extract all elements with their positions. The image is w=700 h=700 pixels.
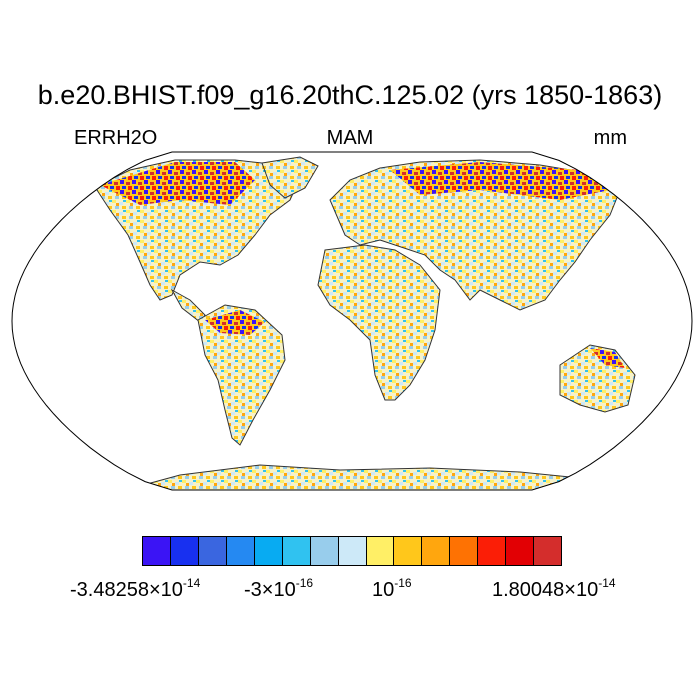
season-label: MAM — [326, 127, 374, 149]
colorbar-box — [450, 537, 479, 565]
south-america — [197, 304, 286, 446]
colorbar-label-mid: 10-16 — [372, 576, 412, 601]
colorbar-box — [226, 537, 255, 565]
units-label: mm — [593, 127, 627, 149]
colorbar-box — [170, 537, 199, 565]
land-masses — [94, 156, 651, 490]
map-boundary — [11, 151, 693, 491]
high-variance-regions — [100, 162, 625, 368]
colorbar-box — [198, 537, 227, 565]
colorbar-box — [282, 537, 311, 565]
colorbar-box — [254, 537, 283, 565]
colorbar-box — [506, 537, 535, 565]
colorbar-box — [478, 537, 507, 565]
africa — [317, 244, 441, 401]
variable-name: ERRH2O — [74, 127, 158, 149]
colorbar-label-max: 1.80048×10-14 — [492, 576, 616, 601]
greenland — [261, 156, 319, 199]
colorbar — [142, 536, 562, 566]
plot-title: b.e20.BHIST.f09_g16.20thC.125.02 (yrs 18… — [37, 80, 663, 110]
colorbar-box — [338, 537, 367, 565]
colorbar-label-min: -3.48258×10-14 — [70, 576, 201, 601]
colorbar-box — [422, 537, 451, 565]
colorbar-box — [534, 537, 562, 565]
colorbar-box — [310, 537, 339, 565]
colorbar-box — [394, 537, 423, 565]
central-america — [170, 288, 206, 323]
colorbar-label-low: -3×10-16 — [244, 576, 314, 601]
antarctica — [98, 464, 651, 490]
colorbar-box — [366, 537, 395, 565]
colorbar-box — [143, 537, 171, 565]
